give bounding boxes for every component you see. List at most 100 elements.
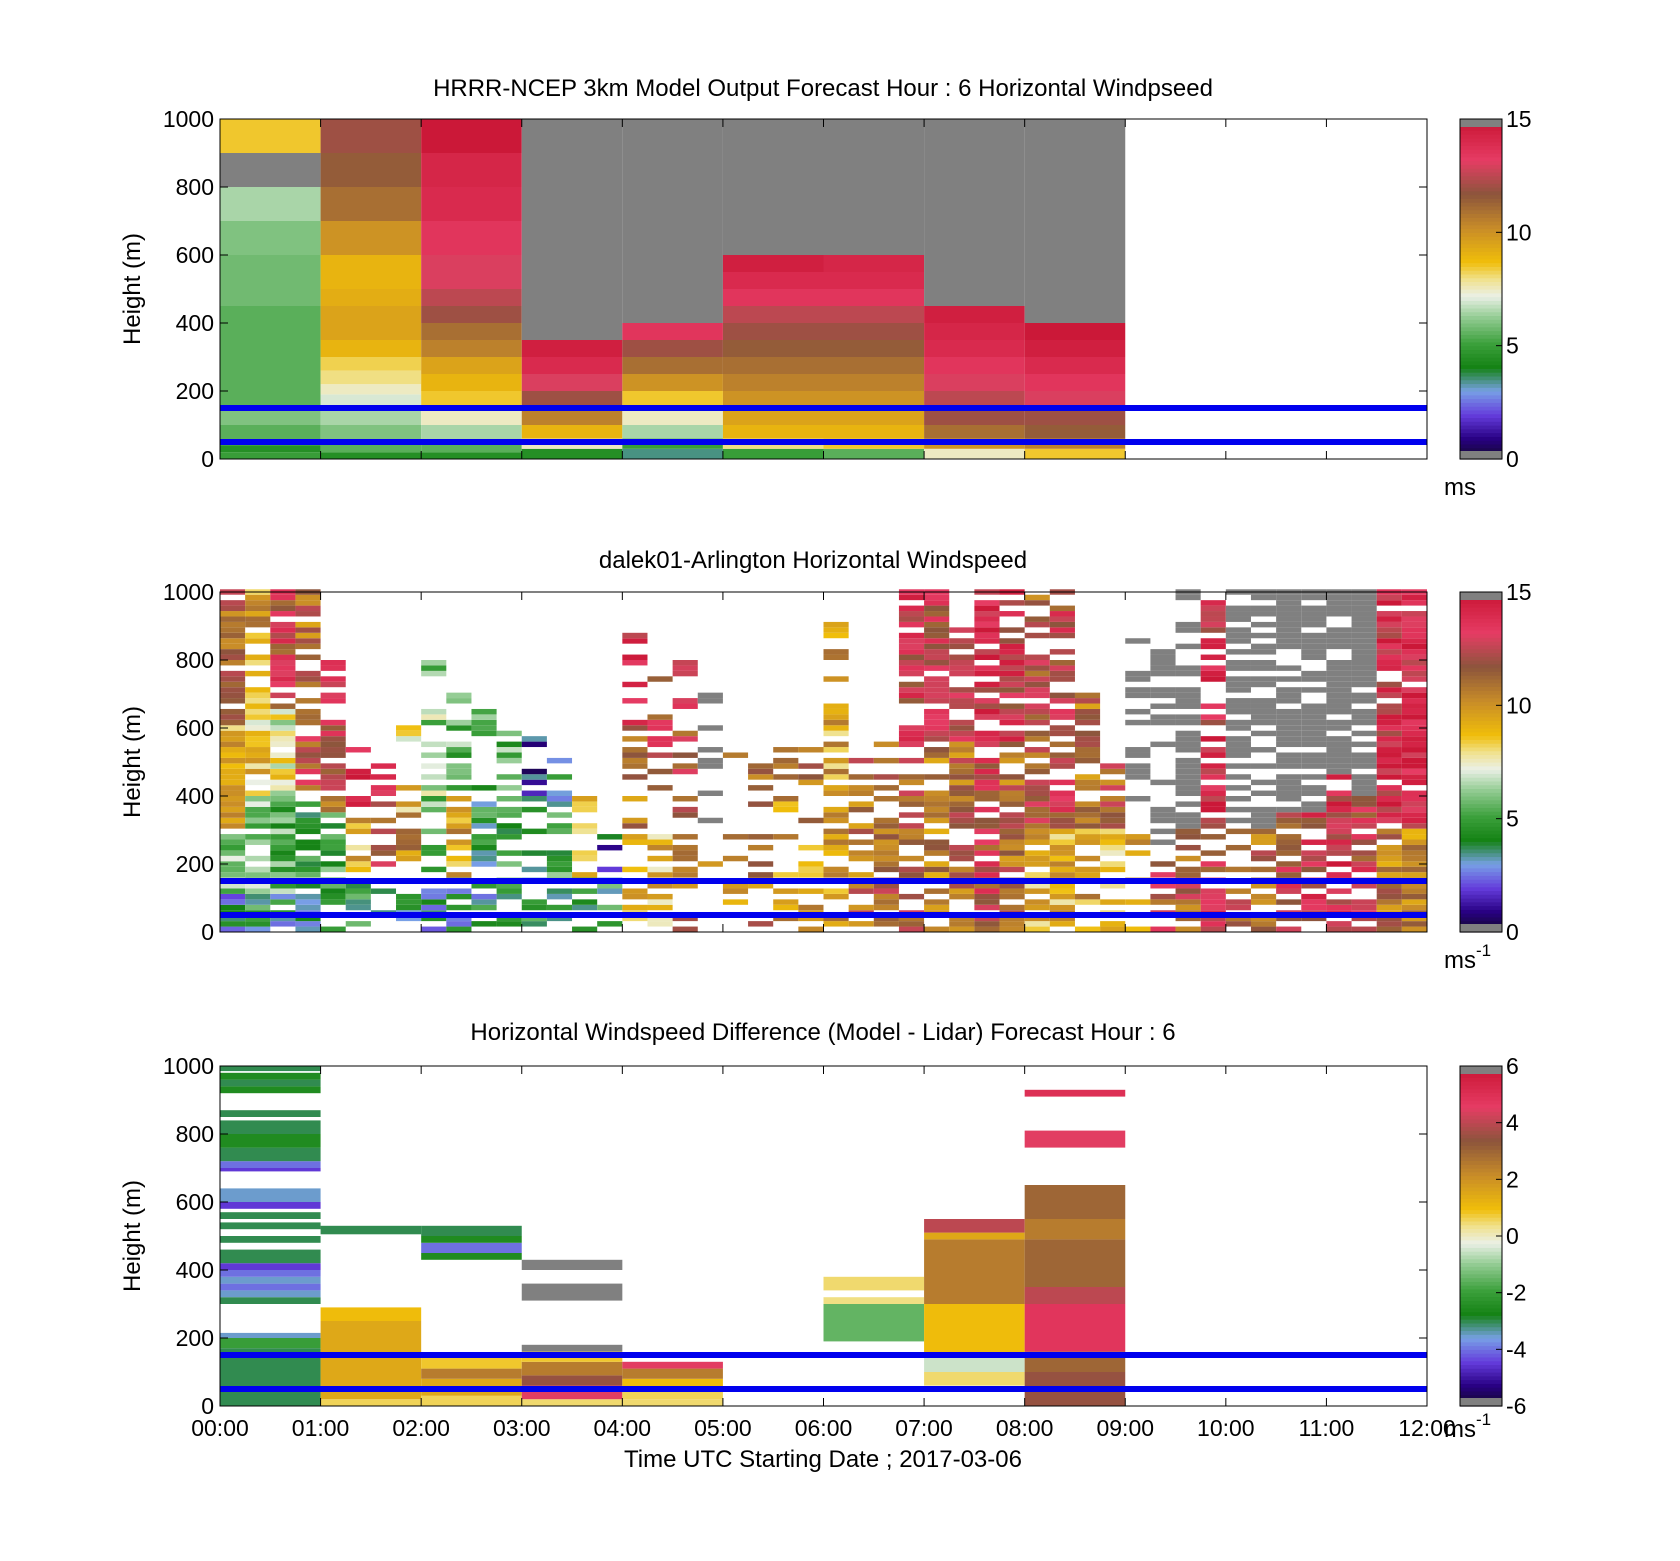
heatmap-cell — [1401, 638, 1427, 644]
heatmap-cell — [1351, 850, 1377, 856]
heatmap-cell — [974, 883, 1000, 889]
heatmap-cell — [1024, 654, 1050, 660]
colorbar-cap — [1460, 592, 1502, 600]
heatmap-cell — [446, 844, 472, 851]
heatmap-cell — [798, 888, 824, 894]
heatmap-cell — [1326, 670, 1352, 677]
heatmap-cell — [1225, 888, 1251, 894]
heatmap-cell — [898, 790, 925, 796]
heatmap-cell — [1175, 834, 1201, 840]
heatmap-cell — [396, 844, 422, 851]
heatmap-cell — [496, 747, 522, 753]
heatmap-cell — [270, 654, 296, 660]
y-tick-label: 800 — [176, 647, 214, 673]
heatmap-cell — [1074, 801, 1101, 807]
heatmap-cell — [1301, 714, 1327, 720]
heatmap-cell — [1276, 594, 1302, 601]
heatmap-cell — [949, 823, 975, 829]
heatmap-cell — [1376, 649, 1402, 655]
heatmap-cell — [320, 899, 346, 905]
heatmap-cell — [848, 883, 874, 889]
heatmap-cell — [270, 621, 296, 628]
heatmap-cell — [370, 888, 397, 894]
heatmap-cell — [748, 834, 774, 840]
heatmap-cell — [1276, 741, 1302, 748]
heatmap-cell — [1276, 708, 1302, 715]
heatmap-cell — [924, 692, 950, 699]
heatmap-cell — [421, 340, 522, 357]
heatmap-cell — [974, 687, 1000, 693]
heatmap-cell — [345, 861, 371, 867]
heatmap-cell — [1376, 714, 1402, 720]
heatmap-cell — [748, 801, 774, 807]
heatmap-cell — [1301, 763, 1327, 769]
heatmap-cell — [1175, 757, 1201, 764]
heatmap-cell — [949, 812, 975, 818]
heatmap-cell — [421, 828, 447, 835]
heatmap-cell — [1401, 600, 1427, 606]
colorbar-swatch — [1460, 894, 1502, 899]
heatmap-cell — [873, 893, 899, 900]
heatmap-cell — [1125, 676, 1151, 682]
colorbar-swatch — [1460, 1205, 1502, 1211]
heatmap-cell — [974, 621, 1000, 628]
heatmap-cell — [597, 866, 623, 873]
heatmap-cell — [320, 676, 346, 682]
heatmap-cell — [1401, 719, 1427, 726]
heatmap-cell — [1376, 844, 1402, 851]
heatmap-cell — [622, 866, 648, 873]
heatmap-cell — [999, 665, 1025, 671]
heatmap-cell — [1351, 861, 1377, 867]
heatmap-cell — [1301, 708, 1327, 715]
heatmap-cell — [546, 823, 573, 829]
colorbar-swatch — [1460, 1209, 1502, 1214]
heatmap-cell — [1200, 768, 1226, 775]
heatmap-cell — [320, 452, 422, 459]
heatmap-cell — [1376, 926, 1402, 932]
colorbar-swatch — [1460, 1183, 1502, 1188]
heatmap-cell — [295, 926, 321, 932]
heatmap-cell — [898, 757, 925, 764]
colorbar-tick-label: -4 — [1506, 1336, 1527, 1362]
heatmap-cell — [1100, 823, 1126, 829]
colorbar-swatch — [1460, 758, 1502, 763]
heatmap-cell — [949, 785, 975, 791]
heatmap-cell — [722, 883, 749, 889]
heatmap-cell — [270, 921, 296, 927]
heatmap-cell — [672, 812, 698, 818]
heatmap-cell — [1150, 812, 1176, 818]
heatmap-cell — [471, 801, 497, 807]
colorbar-swatch — [1460, 652, 1502, 657]
colorbar-swatch — [1460, 1220, 1502, 1226]
heatmap-cell — [1326, 632, 1352, 639]
heatmap-cell — [823, 844, 849, 851]
heatmap-cell — [1301, 861, 1327, 867]
heatmap-cell — [421, 844, 447, 851]
heatmap-cell — [1049, 670, 1075, 677]
heatmap-cell — [1326, 921, 1352, 927]
heatmap-cell — [1225, 660, 1251, 666]
heatmap-cell — [220, 839, 246, 845]
heatmap-cell — [1024, 730, 1050, 737]
heatmap-cell — [1301, 850, 1327, 856]
heatmap-cell — [421, 306, 522, 323]
heatmap-cell — [823, 828, 849, 835]
heatmap-cell — [1301, 670, 1327, 677]
heatmap-cell — [345, 888, 371, 894]
heatmap-cell — [722, 899, 749, 905]
heatmap-cell — [446, 921, 472, 927]
heatmap-cell — [848, 888, 874, 894]
heatmap-cell — [320, 255, 422, 289]
colorbar-swatch — [1460, 807, 1502, 812]
heatmap-cell — [295, 801, 321, 807]
heatmap-cell — [974, 611, 1000, 617]
heatmap-cell — [1376, 708, 1402, 715]
colorbar-swatch — [1460, 130, 1502, 135]
heatmap-cell — [949, 774, 975, 780]
heatmap-cell — [1351, 708, 1377, 715]
heatmap-cell — [949, 806, 975, 813]
heatmap-cell — [295, 768, 321, 775]
heatmap-cell — [1175, 774, 1201, 780]
heatmap-cell — [521, 796, 547, 802]
heatmap-cell — [949, 698, 975, 704]
